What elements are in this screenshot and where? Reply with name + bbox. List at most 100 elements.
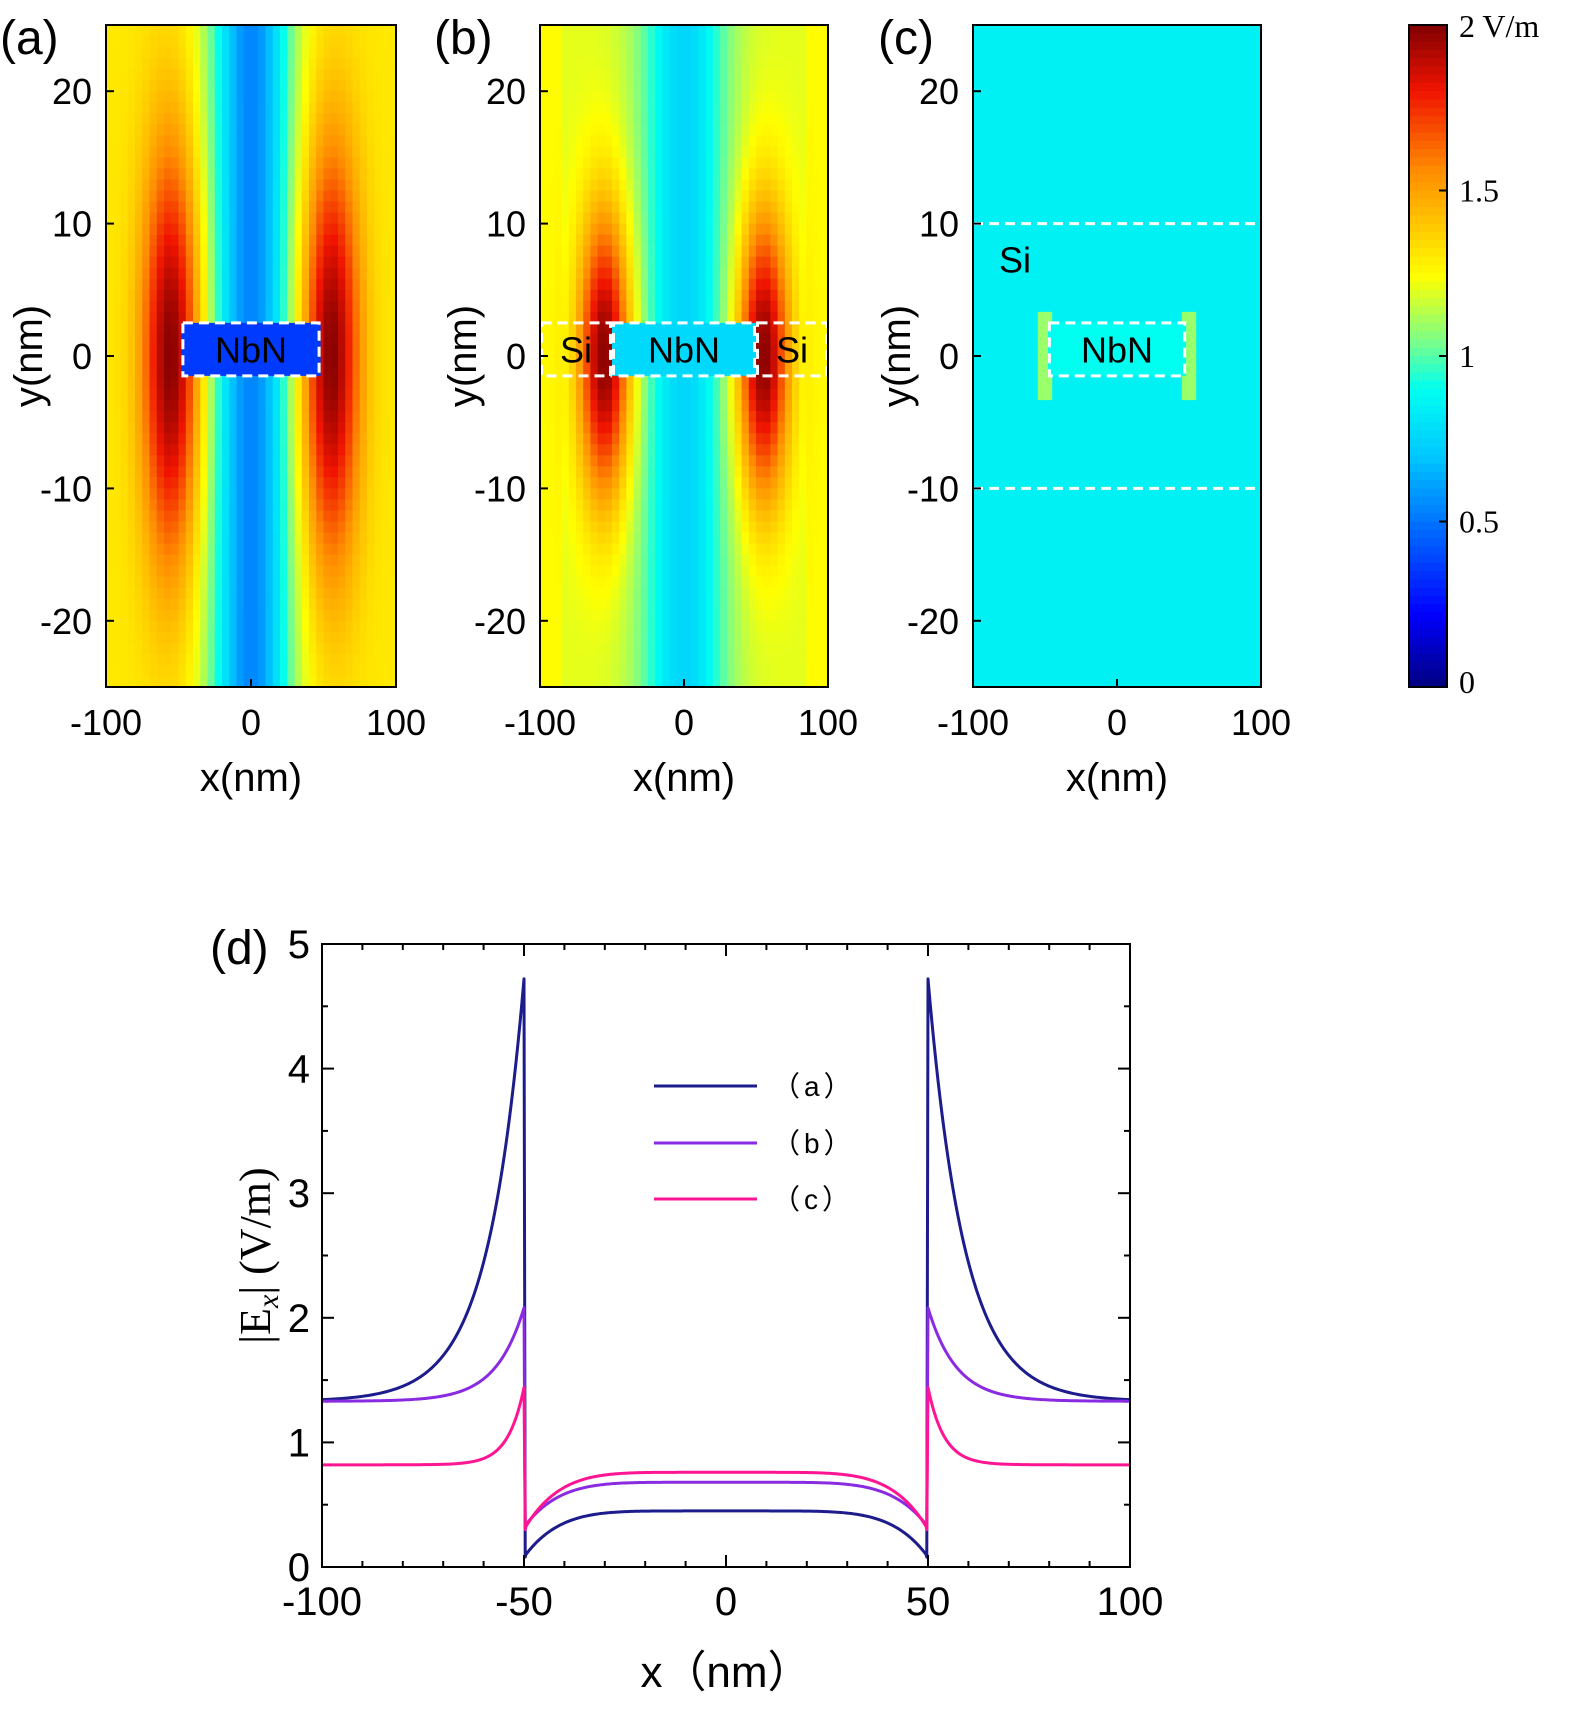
- heatmap-cell: [734, 433, 743, 445]
- heatmap-cell: [374, 521, 383, 534]
- heatmap-cell: [655, 157, 663, 170]
- heatmap-cell: [374, 499, 383, 512]
- heatmap-cell: [669, 631, 678, 644]
- heatmap-cell: [113, 466, 122, 478]
- heatmap-cell: [345, 400, 354, 412]
- heatmap-cell: [287, 521, 296, 534]
- heatmap-cell: [142, 157, 151, 170]
- heatmap-cell: [185, 146, 194, 158]
- heatmap-cell: [748, 609, 757, 622]
- heatmap-cell: [633, 455, 642, 467]
- heatmap-cell: [236, 455, 245, 467]
- heatmap-cell: [590, 212, 599, 225]
- heatmap-cell: [799, 278, 807, 291]
- heatmap-cell: [367, 91, 375, 103]
- heatmap-cell: [338, 234, 346, 247]
- heatmap-cell: [309, 455, 317, 467]
- heatmap-cell: [127, 102, 136, 114]
- heatmap-cell: [229, 675, 238, 687]
- heatmap-cell: [806, 311, 815, 324]
- heatmap-cell: [338, 664, 346, 677]
- heatmap-cell: [359, 444, 368, 456]
- heatmap-cell: [164, 201, 172, 214]
- heatmap-cell: [156, 80, 165, 92]
- heatmap-cell: [135, 576, 143, 589]
- heatmap-cell: [127, 433, 136, 445]
- heatmap-cell: [1138, 47, 1147, 59]
- heatmap-cell: [756, 58, 764, 70]
- heatmap-cell: [1239, 25, 1248, 37]
- heatmap-cell: [287, 190, 296, 203]
- heatmap-cell: [633, 565, 642, 578]
- heatmap-cell: [633, 300, 642, 313]
- heatmap-cell: [207, 157, 216, 170]
- heatmap-cell: [214, 190, 223, 203]
- heatmap-cell: [127, 201, 136, 214]
- heatmap-cell: [193, 47, 201, 59]
- heatmap-cell: [265, 598, 274, 611]
- heatmap-cell: [597, 455, 606, 467]
- heatmap-cell: [626, 179, 635, 192]
- heatmap-cell: [813, 179, 822, 192]
- heatmap-cell: [193, 620, 201, 633]
- heatmap-cell: [698, 168, 707, 181]
- heatmap-cell: [705, 554, 714, 567]
- heatmap-cell: [171, 455, 180, 467]
- heatmap-cell: [626, 300, 635, 313]
- heatmap-cell: [272, 300, 281, 313]
- heatmap-cell: [142, 598, 151, 611]
- heatmap-cell: [547, 333, 555, 346]
- heatmap-cell: [626, 311, 635, 324]
- heatmap-cell: [561, 477, 570, 489]
- heatmap-cell: [106, 543, 114, 556]
- heatmap-cell: [178, 212, 187, 225]
- heatmap-cell: [214, 91, 223, 103]
- y-tick-label: 10: [52, 204, 92, 245]
- heatmap-cell: [309, 565, 317, 578]
- heatmap-cell: [648, 113, 656, 125]
- heatmap-cell: [280, 389, 288, 401]
- heatmap-cell: [676, 157, 685, 170]
- heatmap-cell: [294, 565, 303, 578]
- heatmap-cell: [712, 400, 721, 412]
- heatmap-cell: [770, 36, 779, 48]
- heatmap-cell: [576, 124, 584, 136]
- heatmap-cell: [171, 631, 180, 644]
- heatmap-cell: [207, 47, 216, 59]
- heatmap-cell: [640, 433, 649, 445]
- heatmap-cell: [338, 389, 346, 401]
- heatmap-cell: [640, 157, 649, 170]
- heatmap-cell: [763, 455, 771, 467]
- heatmap-cell: [135, 598, 143, 611]
- heatmap-cell: [374, 311, 383, 324]
- heatmap-cell: [236, 157, 245, 170]
- heatmap-cell: [200, 587, 209, 600]
- heatmap-cell: [626, 378, 635, 390]
- heatmap-cell: [352, 223, 361, 236]
- heatmap-cell: [178, 36, 187, 48]
- heatmap-cell: [207, 378, 216, 390]
- heatmap-cell: [127, 113, 136, 125]
- heatmap-cell: [727, 223, 735, 236]
- heatmap-cell: [820, 554, 828, 567]
- heatmap-cell: [120, 455, 129, 467]
- heatmap-cell: [712, 532, 721, 545]
- heatmap-cell: [547, 322, 555, 335]
- heatmap-cell: [806, 576, 815, 589]
- panel-label-b: (b): [434, 12, 493, 65]
- heatmap-cell: [770, 157, 779, 170]
- heatmap-cell: [243, 554, 252, 567]
- heatmap-cell: [662, 499, 671, 512]
- heatmap-cell: [309, 576, 317, 589]
- heatmap-cell: [741, 620, 750, 633]
- heatmap-cell: [626, 631, 635, 644]
- heatmap-cell: [626, 69, 635, 81]
- heatmap-cell: [633, 532, 642, 545]
- heatmap-cell: [763, 389, 771, 401]
- heatmap-cell: [236, 466, 245, 478]
- heatmap-cell: [756, 488, 764, 501]
- heatmap-cell: [193, 422, 201, 434]
- heatmap-cell: [1059, 58, 1068, 70]
- heatmap-cell: [178, 201, 187, 214]
- heatmap-cell: [648, 25, 656, 37]
